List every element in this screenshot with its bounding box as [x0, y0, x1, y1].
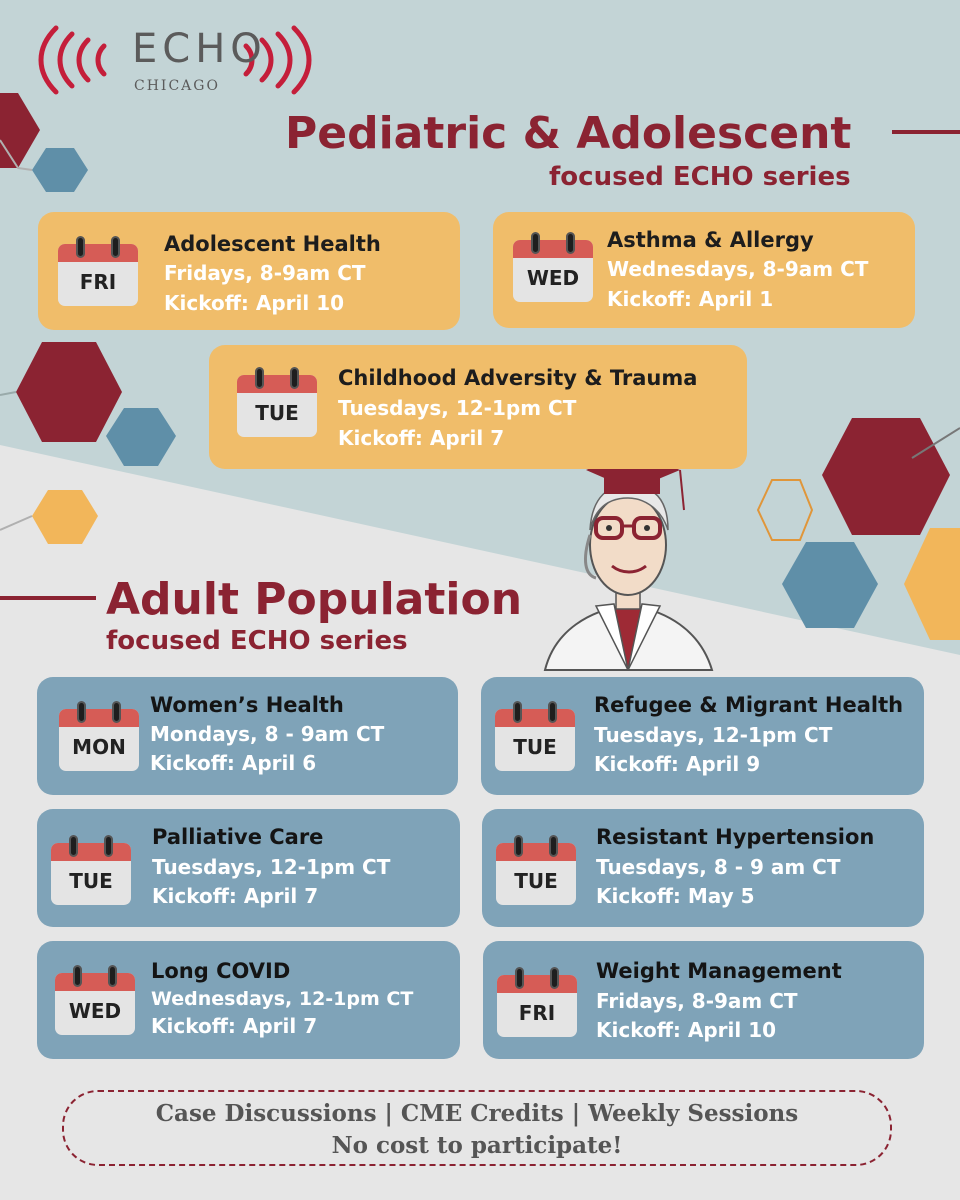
series-schedule: Tuesdays, 12-1pm CT: [152, 855, 391, 879]
calendar-icon: FRI: [58, 236, 138, 306]
series-name: Palliative Care: [152, 825, 324, 849]
calendar-day: FRI: [79, 270, 117, 294]
footer-features: Case Discussions | CME Credits | Weekly …: [155, 1100, 799, 1127]
series-schedule: Wednesdays, 8-9am CT: [607, 257, 869, 281]
hexagon-decoration: [0, 93, 960, 640]
doctor-illustration: [543, 450, 714, 671]
series-kickoff: Kickoff: April 9: [594, 752, 761, 776]
series-schedule: Fridays, 8-9am CT: [164, 261, 366, 285]
adult-section-title: Adult Population: [106, 574, 523, 625]
footer-banner: Case Discussions | CME Credits | Weekly …: [62, 1090, 892, 1166]
adult-section-subtitle: focused ECHO series: [106, 626, 408, 656]
calendar-day: FRI: [518, 1001, 556, 1025]
calendar-icon: MON: [59, 701, 139, 771]
series-kickoff: Kickoff: April 6: [150, 751, 317, 775]
series-card[interactable]: WED Asthma & Allergy Wednesdays, 8-9am C…: [493, 212, 915, 328]
calendar-icon: WED: [513, 232, 593, 302]
series-schedule: Tuesdays, 8 - 9 am CT: [596, 855, 841, 879]
logo-wordmark: ECHO: [132, 26, 267, 72]
footer-cost-note: No cost to participate!: [331, 1132, 623, 1159]
series-card[interactable]: FRI Weight Management Fridays, 8-9am CT …: [483, 941, 924, 1059]
calendar-icon: WED: [55, 965, 135, 1035]
series-name: Refugee & Migrant Health: [594, 693, 904, 717]
calendar-icon: TUE: [495, 701, 575, 771]
calendar-day: WED: [526, 266, 580, 290]
logo-city: CHICAGO: [134, 78, 220, 94]
calendar-icon: TUE: [237, 367, 317, 437]
calendar-icon: FRI: [497, 967, 577, 1037]
calendar-day: TUE: [514, 869, 558, 893]
series-kickoff: Kickoff: April 10: [596, 1018, 777, 1042]
echo-chicago-logo: ECHO CHICAGO: [36, 18, 326, 102]
calendar-icon: TUE: [51, 835, 131, 905]
series-schedule: Tuesdays, 12-1pm CT: [338, 396, 577, 420]
series-kickoff: Kickoff: April 7: [151, 1014, 318, 1038]
series-kickoff: Kickoff: April 7: [338, 426, 505, 450]
series-name: Childhood Adversity & Trauma: [338, 366, 698, 390]
series-kickoff: Kickoff: April 7: [152, 884, 319, 908]
series-name: Weight Management: [596, 959, 842, 983]
title-accent-line: [0, 596, 96, 600]
pediatric-section-subtitle: focused ECHO series: [549, 162, 851, 192]
series-card[interactable]: TUE Refugee & Migrant Health Tuesdays, 1…: [481, 677, 924, 795]
echo-logo-waves-icon: [38, 25, 312, 95]
calendar-day: WED: [68, 999, 122, 1023]
series-kickoff: Kickoff: May 5: [596, 884, 755, 908]
series-card[interactable]: MON Women’s Health Mondays, 8 - 9am CT K…: [37, 677, 458, 795]
pediatric-section-title: Pediatric & Adolescent: [285, 108, 852, 159]
series-schedule: Wednesdays, 12-1pm CT: [151, 988, 414, 1010]
calendar-day: TUE: [513, 735, 557, 759]
series-kickoff: Kickoff: April 1: [607, 287, 774, 311]
calendar-day: TUE: [69, 869, 113, 893]
series-schedule: Mondays, 8 - 9am CT: [150, 722, 385, 746]
series-card[interactable]: TUE Palliative Care Tuesdays, 12-1pm CT …: [37, 809, 460, 927]
title-accent-line: [892, 130, 960, 134]
series-schedule: Fridays, 8-9am CT: [596, 989, 798, 1013]
series-schedule: Tuesdays, 12-1pm CT: [594, 723, 833, 747]
series-kickoff: Kickoff: April 10: [164, 291, 345, 315]
series-card[interactable]: TUE Childhood Adversity & Trauma Tuesday…: [209, 345, 747, 469]
calendar-day: MON: [72, 735, 126, 759]
series-card[interactable]: FRI Adolescent Health Fridays, 8-9am CT …: [38, 212, 460, 330]
series-name: Adolescent Health: [164, 232, 381, 256]
series-name: Resistant Hypertension: [596, 825, 875, 849]
series-name: Women’s Health: [150, 693, 344, 717]
series-name: Long COVID: [151, 959, 291, 983]
series-card[interactable]: WED Long COVID Wednesdays, 12-1pm CT Kic…: [37, 941, 460, 1059]
series-name: Asthma & Allergy: [607, 228, 814, 252]
calendar-icon: TUE: [496, 835, 576, 905]
series-card[interactable]: TUE Resistant Hypertension Tuesdays, 8 -…: [482, 809, 924, 927]
calendar-day: TUE: [255, 401, 299, 425]
